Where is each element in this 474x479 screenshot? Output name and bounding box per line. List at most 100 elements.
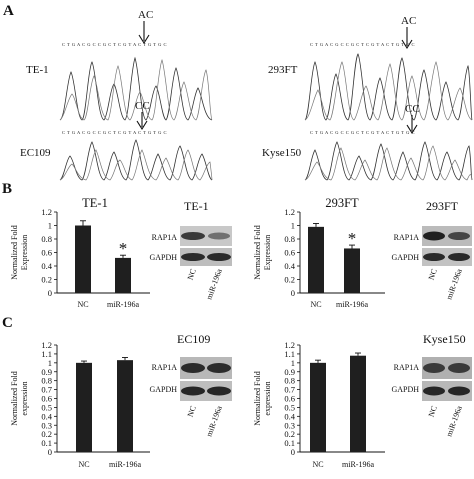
y-tick-label: 0 xyxy=(48,447,52,457)
down-arrow-icon xyxy=(138,21,150,45)
y-tick-label: 0.6 xyxy=(41,394,52,404)
y-tick-label: 0 xyxy=(48,288,52,298)
y-tick-label: 0.4 xyxy=(284,411,295,421)
blot-row-label: GAPDH xyxy=(391,253,419,262)
band xyxy=(181,363,205,373)
band xyxy=(423,253,445,261)
western-blot-293ft: 293FT RAP1A GAPDH NC miR-196a xyxy=(391,199,472,301)
y-axis-label: Normalized Fold xyxy=(253,225,262,279)
lane-label: NC xyxy=(427,405,439,419)
y-tick-label: 0.1 xyxy=(41,438,52,448)
blot-title: 293FT xyxy=(426,199,459,213)
bar xyxy=(308,226,324,293)
sample-label: EC109 xyxy=(20,147,51,159)
blot-row-label: GAPDH xyxy=(149,253,177,262)
sample-label: Kyse150 xyxy=(262,147,302,159)
y-axis-label: Normalized Fold xyxy=(10,225,19,279)
bar xyxy=(310,362,326,452)
band xyxy=(181,253,205,261)
western-blot-kyse150: Kyse150 RAP1A GAPDH NC miR-196a xyxy=(391,332,472,438)
y-tick-label: 0.6 xyxy=(284,248,295,258)
significance-marker: * xyxy=(119,239,128,258)
bar xyxy=(75,225,91,293)
y-tick-label: 0.6 xyxy=(284,394,295,404)
y-tick-label: 0.6 xyxy=(41,248,52,258)
lane-label: NC xyxy=(427,268,439,282)
y-tick-label: 0.3 xyxy=(41,420,52,430)
lane-label: NC xyxy=(186,268,198,282)
bar xyxy=(115,257,131,293)
base-calls: C T G A C G C C G C T C G T A C T G T G … xyxy=(310,130,415,135)
blot-row-label: RAP1A xyxy=(152,363,178,372)
chromatogram-ec109: EC109 CC C T G A C G C C G C T C G T A C… xyxy=(20,100,213,181)
base-calls: C T G A C G C C G C T C G T A C T G T G … xyxy=(62,130,167,135)
y-tick-label: 0 xyxy=(291,288,295,298)
base-calls: C T G A C G C C G C T C G T A C T G T G … xyxy=(310,42,415,47)
band xyxy=(207,363,231,373)
genotype-label: AC xyxy=(401,15,416,27)
y-tick-label: 1.2 xyxy=(284,207,295,217)
category-label: miR-196a xyxy=(109,460,141,469)
trace-1 xyxy=(304,53,473,121)
panel-label-c: C xyxy=(2,315,13,331)
bar xyxy=(350,355,366,452)
category-label: miR-196a xyxy=(336,300,368,309)
trace-2 xyxy=(304,61,473,121)
bar xyxy=(344,248,360,293)
y-tick-label: 0.2 xyxy=(284,275,295,285)
western-blot-te1: TE-1 RAP1A GAPDH NC miR-196a xyxy=(149,199,232,301)
band xyxy=(423,363,445,373)
y-tick-label: 0.2 xyxy=(284,429,295,439)
band xyxy=(448,386,470,396)
band xyxy=(448,253,470,261)
y-tick-label: 0.1 xyxy=(284,438,295,448)
blot-strip xyxy=(180,381,232,401)
lane-label: miR-196a xyxy=(444,404,464,438)
band xyxy=(207,253,231,261)
y-tick-label: 0.5 xyxy=(41,402,52,412)
y-tick-label: 0.4 xyxy=(41,411,52,421)
y-tick-label: 0.3 xyxy=(284,420,295,430)
y-tick-label: 0.2 xyxy=(41,275,52,285)
trace-2 xyxy=(59,58,213,121)
y-tick-label: 0.7 xyxy=(41,385,52,395)
sample-label: 293FT xyxy=(268,64,298,76)
blot-strip xyxy=(180,357,232,379)
y-tick-label: 0.2 xyxy=(41,429,52,439)
y-tick-label: 0.4 xyxy=(41,261,52,271)
lane-label: NC xyxy=(186,405,198,419)
bar-chart-kyse150: 00.10.20.30.40.50.60.70.80.911.11.2 Norma… xyxy=(253,340,385,469)
y-tick-label: 1.1 xyxy=(41,349,52,359)
significance-marker: * xyxy=(348,229,357,248)
chromatogram-te1: TE-1 AC C T G A C G C C G C T C G T A C … xyxy=(26,9,213,121)
panel-label-b: B xyxy=(2,181,12,197)
band xyxy=(423,386,445,396)
y-axis-label: Normalized Fold xyxy=(253,371,262,425)
bar-chart-te1: 0 0.2 0.4 0.6 0.8 1 1.2 Normalized Fold Expressi… xyxy=(10,196,150,309)
trace-2 xyxy=(59,149,213,181)
down-arrow-icon xyxy=(136,112,148,131)
category-label: NC xyxy=(77,300,88,309)
band xyxy=(448,232,470,240)
y-tick-label: 0.5 xyxy=(284,402,295,412)
y-tick-label: 0.9 xyxy=(284,367,295,377)
band xyxy=(181,386,205,396)
chart-title: TE-1 xyxy=(82,196,108,210)
lane-label: miR-196a xyxy=(204,267,224,301)
blot-row-label: GAPDH xyxy=(391,385,419,394)
category-label: NC xyxy=(78,460,89,469)
blot-strip xyxy=(422,381,472,401)
blot-strip xyxy=(422,248,472,266)
category-label: miR-196a xyxy=(342,460,374,469)
panel-label-a: A xyxy=(3,3,14,19)
y-tick-label: 1.1 xyxy=(284,349,295,359)
genotype-label: AC xyxy=(138,9,153,21)
down-arrow-icon xyxy=(401,27,413,50)
bar xyxy=(117,360,133,452)
y-tick-label: 0.7 xyxy=(284,385,295,395)
y-tick-label: 0.8 xyxy=(41,234,52,244)
blot-row-label: RAP1A xyxy=(152,233,178,242)
lane-label: miR-196a xyxy=(204,404,224,438)
chart-title: 293FT xyxy=(325,196,359,210)
blot-title: Kyse150 xyxy=(423,332,466,346)
